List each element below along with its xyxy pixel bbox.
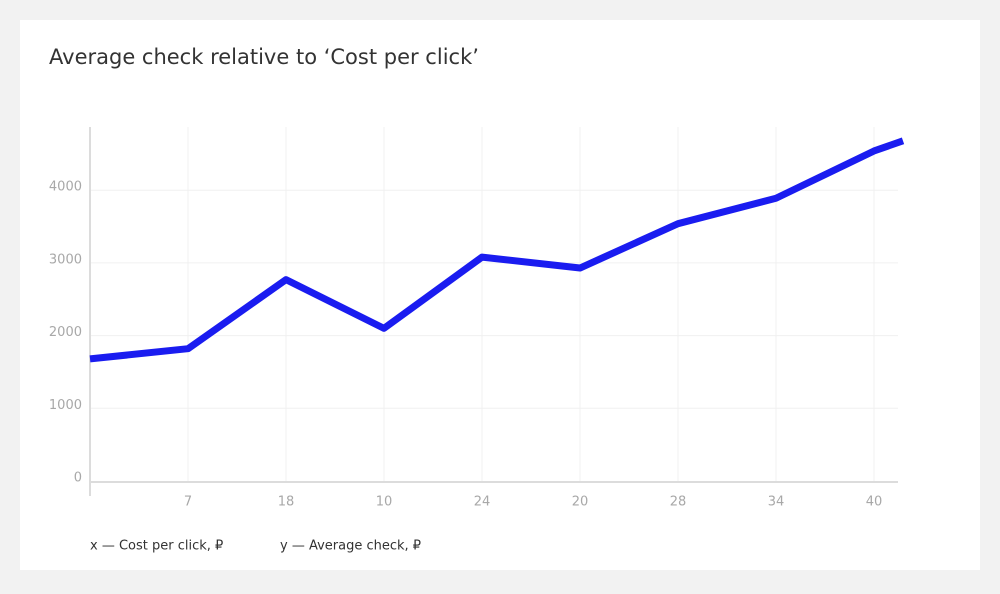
y-tick-label: 0 (74, 471, 82, 486)
x-axis-label: x — Cost per click, ₽ (90, 539, 223, 554)
x-tick-label: 20 (572, 495, 589, 510)
chart-title: Average check relative to ‘Cost per clic… (49, 45, 479, 69)
x-tick-label: 18 (278, 495, 295, 510)
x-tick-label: 24 (474, 495, 491, 510)
x-tick-label: 10 (376, 495, 393, 510)
x-tick-label: 28 (670, 495, 687, 510)
y-tick-label: 1000 (49, 398, 82, 413)
y-axis-label: y — Average check, ₽ (280, 539, 421, 554)
card (20, 20, 980, 570)
y-tick-label: 4000 (49, 180, 82, 195)
x-tick-label: 7 (184, 495, 192, 510)
y-tick-label: 3000 (49, 252, 82, 267)
data-line (89, 137, 905, 363)
x-tick-label: 34 (768, 495, 785, 510)
y-tick-label: 2000 (49, 325, 82, 340)
x-tick-label: 40 (866, 495, 883, 510)
